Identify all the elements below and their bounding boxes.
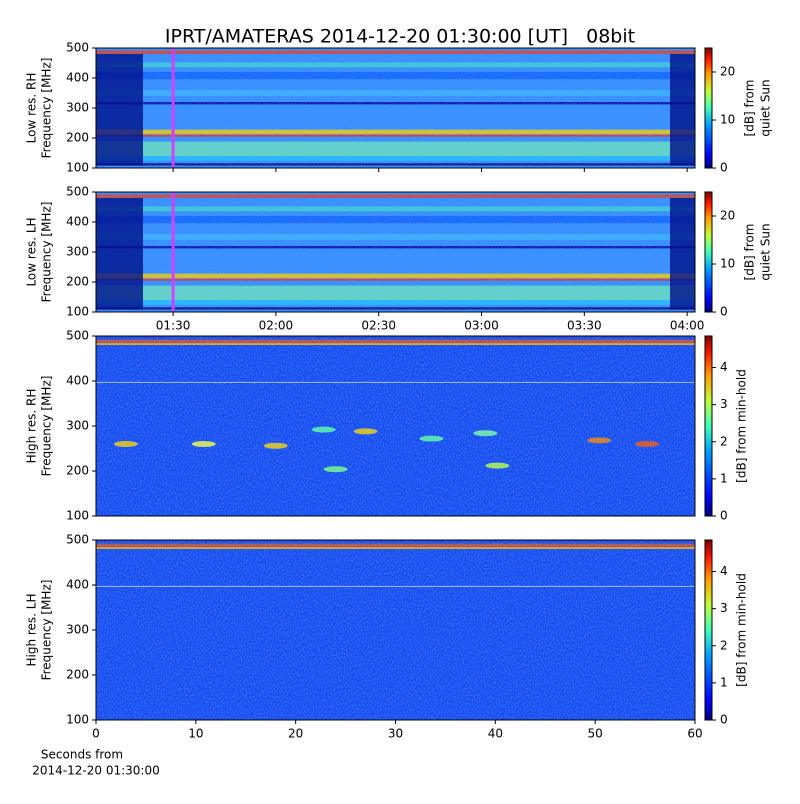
y-axis-label: Frequency [MHz]	[40, 580, 54, 681]
spectrogram-noise	[96, 540, 695, 720]
x-tick-label: 20	[288, 727, 303, 741]
x-tick-label: 04:00	[670, 319, 705, 333]
x-tick-label: 03:30	[567, 319, 602, 333]
x-tick-label: 01:30	[156, 319, 191, 333]
y-tick-label: 300	[66, 419, 89, 433]
y-axis-label: Low res. LH	[25, 217, 39, 286]
y-tick-label: 100	[66, 161, 89, 175]
y-tick-label: 100	[66, 305, 89, 319]
colorbar-label: quiet Sun	[759, 223, 773, 280]
y-tick-label: 300	[66, 101, 89, 115]
y-tick-label: 400	[66, 374, 89, 388]
x-axis-label: Seconds from	[41, 748, 123, 762]
edge-block	[670, 54, 695, 166]
colorbar-tick-label: 2	[720, 434, 728, 448]
x-tick-label: 50	[588, 727, 603, 741]
y-tick-label: 500	[66, 185, 89, 199]
x-tick-label: 40	[488, 727, 503, 741]
colorbar-tick-label: 4	[720, 564, 728, 578]
y-tick-label: 200	[66, 464, 89, 478]
colorbar-tick-label: 0	[720, 713, 728, 727]
y-tick-label: 400	[66, 71, 89, 85]
colorbar	[704, 47, 713, 169]
y-tick-label: 500	[66, 533, 89, 547]
colorbar-tick-label: 20	[720, 65, 735, 79]
y-tick-label: 100	[66, 509, 89, 523]
colorbar-label: quiet Sun	[759, 79, 773, 136]
y-axis-label: Frequency [MHz]	[40, 202, 54, 303]
colorbar-tick-label: 4	[720, 360, 728, 374]
spectrogram-noise	[96, 48, 695, 168]
colorbar-tick-label: 0	[720, 509, 728, 523]
colorbar-tick-label: 10	[720, 113, 735, 127]
y-tick-label: 500	[66, 329, 89, 343]
panel	[95, 335, 696, 517]
colorbar-tick-label: 0	[720, 161, 728, 175]
y-tick-label: 500	[66, 41, 89, 55]
spectrogram-noise	[96, 336, 695, 516]
y-axis-label: Low res. RH	[25, 73, 39, 144]
y-tick-label: 300	[66, 623, 89, 637]
y-tick-label: 200	[66, 668, 89, 682]
x-tick-label: 02:30	[361, 319, 396, 333]
edge-block	[670, 198, 695, 310]
colorbar-label: [dB] from	[743, 80, 757, 137]
colorbar	[704, 539, 713, 721]
panel	[95, 539, 696, 721]
colorbar-tick-label: 1	[720, 675, 728, 689]
edge-block	[96, 54, 143, 166]
x-tick-label: 0	[92, 727, 100, 741]
x-tick-label: 60	[687, 727, 702, 741]
y-tick-label: 300	[66, 245, 89, 259]
y-tick-label: 100	[66, 713, 89, 727]
x-tick-label: 30	[388, 727, 403, 741]
x-axis-label: 2014-12-20 01:30:00	[32, 764, 159, 778]
colorbar-tick-label: 1	[720, 471, 728, 485]
y-axis-label: High res. RH	[25, 389, 39, 464]
colorbar-tick-label: 10	[720, 257, 735, 271]
x-tick-label: 10	[188, 727, 203, 741]
colorbar-tick-label: 20	[720, 209, 735, 223]
colorbar-label: [dB] from	[743, 224, 757, 281]
colorbar-label: [dB] from min-hold	[735, 369, 749, 483]
colorbar-tick-label: 2	[720, 638, 728, 652]
colorbar	[704, 191, 713, 313]
chart-title: IPRT/AMATERAS 2014-12-20 01:30:00 [UT] 0…	[165, 26, 635, 48]
y-tick-label: 200	[66, 275, 89, 289]
spectrogram-noise	[96, 192, 695, 312]
y-tick-label: 400	[66, 215, 89, 229]
colorbar	[704, 335, 713, 517]
y-tick-label: 200	[66, 131, 89, 145]
colorbar-tick-label: 3	[720, 397, 728, 411]
x-tick-label: 02:00	[259, 319, 294, 333]
panel	[95, 47, 696, 169]
colorbar-tick-label: 3	[720, 601, 728, 615]
edge-block	[96, 198, 143, 310]
y-axis-label: Frequency [MHz]	[40, 58, 54, 159]
y-axis-label: High res. LH	[25, 593, 39, 666]
x-tick-label: 03:00	[464, 319, 499, 333]
panel	[95, 191, 696, 313]
colorbar-tick-label: 0	[720, 305, 728, 319]
colorbar-label: [dB] from min-hold	[735, 573, 749, 687]
y-tick-label: 400	[66, 578, 89, 592]
y-axis-label: Frequency [MHz]	[40, 376, 54, 477]
